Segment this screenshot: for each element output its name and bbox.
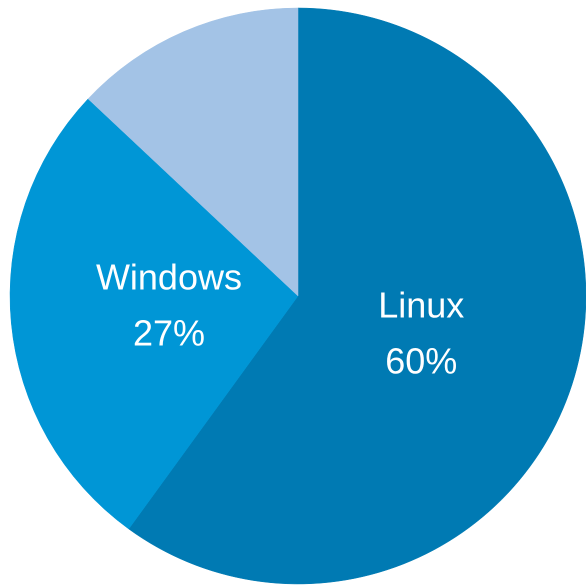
slice-label: Windows (96, 257, 242, 298)
slice-label: Linux (378, 285, 464, 326)
pie-slice (87, 7, 299, 297)
slice-value-label: 60% (385, 341, 457, 382)
slice-value-label: 27% (133, 313, 205, 354)
pie-slice (9, 98, 299, 530)
pie-slice (128, 7, 586, 585)
